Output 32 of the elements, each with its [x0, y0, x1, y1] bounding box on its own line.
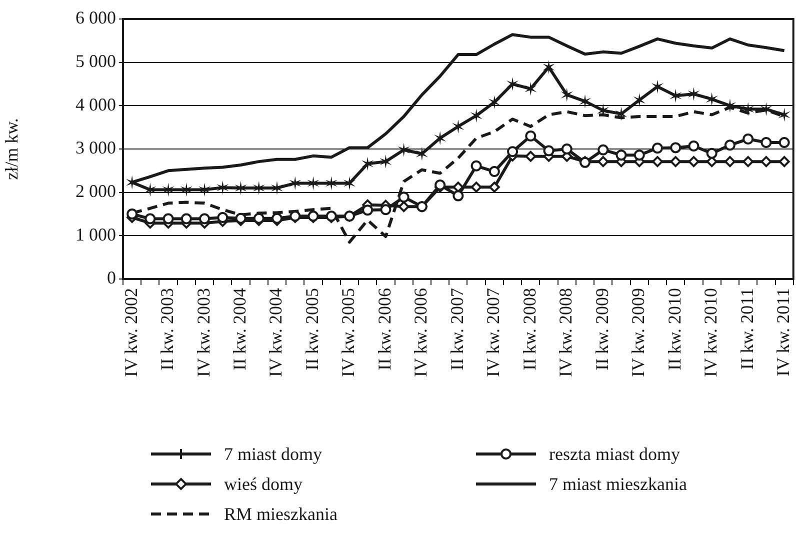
y-tick-label: 3 000	[76, 138, 116, 158]
legend-label: wieś domy	[224, 474, 302, 494]
x-tick-label: II kw. 2011	[736, 288, 757, 370]
y-tick-label: 6 000	[76, 8, 116, 28]
y-tick-label: 2 000	[76, 181, 116, 202]
y-tick-label: 1 000	[76, 224, 116, 244]
x-tick-label: IV kw. 2005	[338, 288, 358, 377]
y-tick-label: 4 000	[76, 94, 116, 114]
legend-label: 7 miast domy	[224, 444, 322, 464]
x-tick-label: IV kw. 2009	[628, 288, 648, 377]
x-tick-label: IV kw. 2008	[556, 288, 576, 377]
x-tick-label: II kw. 2006	[374, 288, 394, 370]
x-tick-label: IV kw. 2007	[483, 288, 504, 377]
legend-label: reszta miast domy	[549, 444, 680, 464]
legend-label: RM mieszkania	[224, 504, 338, 524]
x-tick-label: II kw. 2009	[592, 288, 612, 370]
x-tick-label: IV kw. 2002	[120, 288, 141, 377]
x-tick-label: II kw. 2007	[446, 288, 467, 370]
x-tick-label: IV kw. 2010	[700, 288, 721, 377]
y-axis-title: zł/m kw.	[2, 118, 22, 180]
x-tick-label: IV kw. 2011	[773, 288, 794, 376]
x-tick-label: II kw. 2008	[519, 288, 540, 370]
y-tick-label: 5 000	[76, 51, 116, 72]
x-tick-label: II kw. 2005	[302, 288, 322, 370]
x-tick-label: IV kw. 2006	[410, 288, 431, 377]
x-tick-label: II kw. 2010	[664, 288, 684, 370]
x-tick-label: IV kw. 2004	[266, 288, 286, 377]
y-tick-label: 0	[107, 268, 116, 288]
x-tick-label: II kw. 2003	[157, 288, 178, 370]
x-tick-label: II kw. 2004	[230, 288, 250, 370]
x-tick-label: IV kw. 2003	[193, 288, 214, 377]
legend-label: 7 miast mieszkania	[549, 474, 687, 494]
